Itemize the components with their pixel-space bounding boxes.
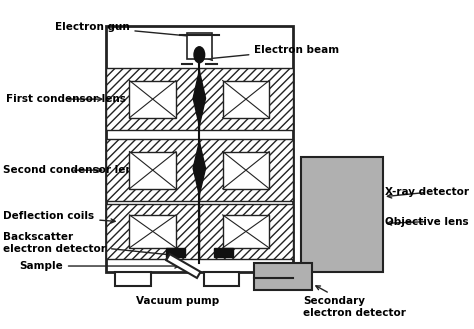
Text: Sample: Sample bbox=[19, 261, 179, 271]
Bar bbox=[200, 204, 292, 259]
Text: Electron beam: Electron beam bbox=[208, 45, 339, 61]
Bar bbox=[200, 139, 292, 201]
Bar bbox=[115, 272, 151, 286]
Polygon shape bbox=[193, 71, 206, 126]
Bar bbox=[301, 157, 383, 272]
Ellipse shape bbox=[194, 47, 205, 63]
Bar bbox=[129, 81, 176, 118]
Text: Secondary
electron detector: Secondary electron detector bbox=[303, 286, 406, 318]
Bar bbox=[204, 272, 239, 286]
Bar bbox=[165, 248, 185, 257]
Text: Vacuum pump: Vacuum pump bbox=[136, 296, 219, 306]
Text: Backscatter
electron detector: Backscatter electron detector bbox=[3, 232, 171, 257]
Bar bbox=[200, 68, 292, 130]
Bar bbox=[129, 152, 176, 189]
Bar bbox=[223, 152, 269, 189]
Text: Objective lens: Objective lens bbox=[385, 216, 468, 227]
Polygon shape bbox=[193, 142, 206, 195]
Text: Second condensor lens: Second condensor lens bbox=[3, 165, 139, 175]
Text: Deflection coils: Deflection coils bbox=[3, 211, 115, 223]
Polygon shape bbox=[166, 254, 201, 278]
Bar bbox=[255, 263, 312, 290]
Bar bbox=[223, 81, 269, 118]
Text: X-ray detector: X-ray detector bbox=[385, 187, 469, 198]
Bar bbox=[214, 248, 233, 257]
Bar bbox=[129, 215, 176, 248]
Text: First condensor lens: First condensor lens bbox=[6, 94, 126, 104]
Bar bbox=[106, 139, 200, 201]
Bar bbox=[106, 26, 292, 272]
Bar bbox=[106, 204, 200, 259]
Bar bbox=[106, 68, 200, 130]
Bar bbox=[223, 215, 269, 248]
Bar bbox=[187, 33, 212, 59]
Text: Electron gun: Electron gun bbox=[55, 22, 195, 38]
